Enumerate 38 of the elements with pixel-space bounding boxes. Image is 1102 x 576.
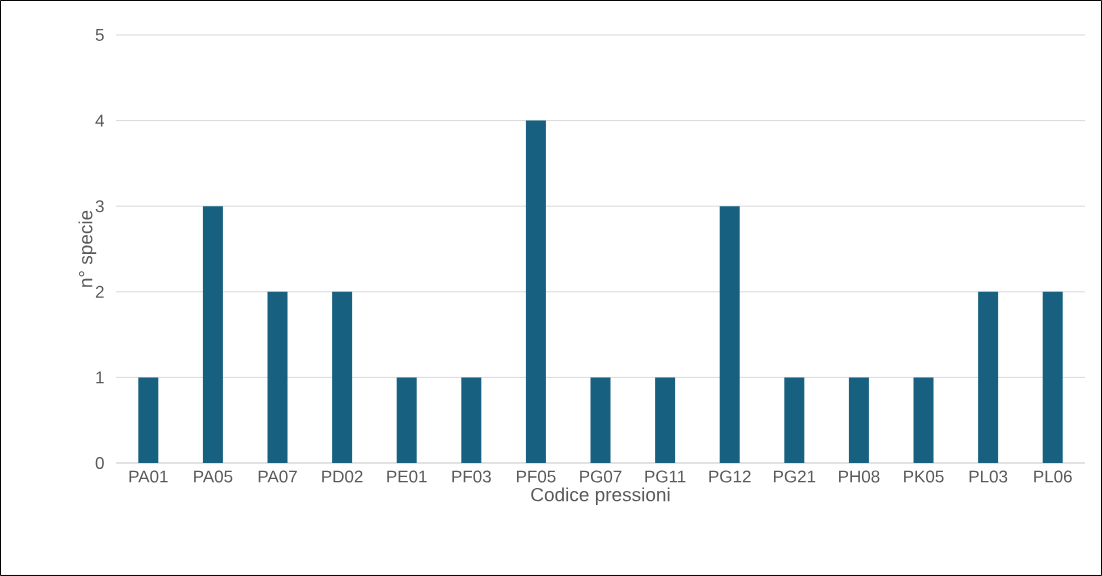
bar bbox=[848, 377, 869, 463]
bar bbox=[461, 377, 482, 463]
y-tick-label: 4 bbox=[95, 114, 104, 127]
x-tick-label: PD02 bbox=[322, 470, 363, 483]
x-tick-label: PG07 bbox=[580, 470, 622, 483]
bar bbox=[396, 377, 417, 463]
y-axis-title: n° specie bbox=[78, 210, 97, 287]
x-tick-label: PG11 bbox=[645, 470, 686, 483]
x-tick-label: PA01 bbox=[129, 470, 168, 483]
x-tick-label: PL06 bbox=[1034, 470, 1072, 483]
bar bbox=[784, 377, 805, 463]
bar bbox=[525, 120, 546, 463]
y-tick-label: 5 bbox=[95, 29, 104, 41]
x-tick-label: PE01 bbox=[387, 470, 427, 483]
x-tick-label: PG12 bbox=[709, 470, 751, 483]
bar bbox=[590, 377, 611, 463]
bar bbox=[913, 377, 934, 463]
y-tick-label: 1 bbox=[96, 371, 104, 384]
x-tick-label: PG21 bbox=[773, 470, 816, 483]
y-tick-label: 3 bbox=[95, 200, 104, 213]
bar bbox=[1042, 291, 1063, 463]
x-tick-label: PA07 bbox=[258, 470, 297, 483]
x-tick-label: PA05 bbox=[194, 470, 233, 483]
x-tick-label: PH08 bbox=[839, 470, 880, 483]
bar bbox=[655, 377, 676, 463]
bar bbox=[332, 291, 353, 463]
bar bbox=[138, 377, 159, 463]
bar bbox=[267, 291, 288, 463]
y-tick-label: 0 bbox=[95, 456, 104, 470]
bar bbox=[719, 206, 740, 463]
x-tick-label: PF03 bbox=[452, 470, 491, 483]
bar bbox=[978, 291, 999, 463]
x-axis-title: Codice pressioni bbox=[531, 487, 670, 506]
x-tick-label: PL03 bbox=[969, 470, 1008, 483]
y-tick-label: 2 bbox=[95, 285, 104, 298]
x-tick-label: PK05 bbox=[904, 470, 944, 483]
bar bbox=[202, 206, 223, 463]
x-tick-label: PF05 bbox=[516, 470, 556, 483]
